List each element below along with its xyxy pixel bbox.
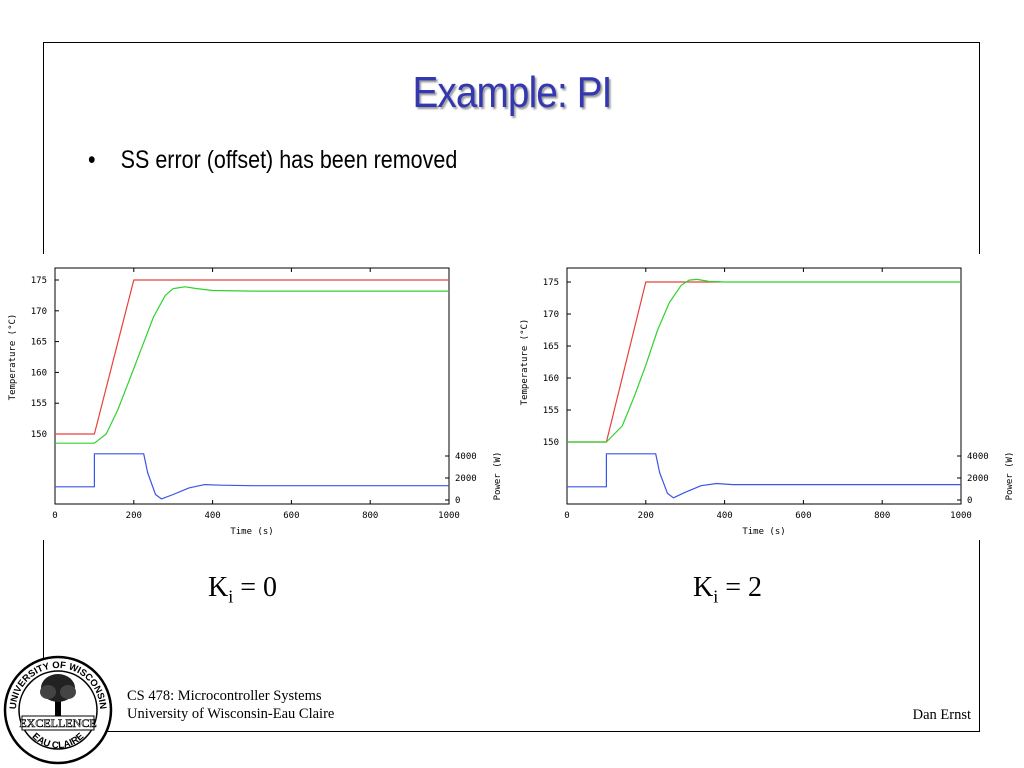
bullet-item: • SS error (offset) has been removed (88, 146, 457, 175)
y2-tick-label: 4000 (455, 452, 477, 462)
bullet-text: SS error (offset) has been removed (120, 146, 458, 174)
y2-tick-label: 0 (967, 496, 972, 506)
x-tick-label: 0 (52, 511, 57, 521)
y-tick-label: 155 (543, 406, 559, 416)
svg-text:EXCELLENCE: EXCELLENCE (19, 716, 96, 730)
label-sub: i (228, 586, 234, 607)
x-tick-label: 600 (283, 511, 299, 521)
y-axis-label: Temperature (°C) (8, 314, 18, 401)
label-sub: i (713, 586, 719, 607)
x-axis-label: Time (s) (230, 527, 273, 537)
x-tick-label: 200 (638, 511, 654, 521)
slide-title: Example: PI (412, 68, 612, 117)
series-line-power (55, 453, 449, 500)
label-ki-0: Ki = 0 (208, 572, 277, 608)
chart-svg: 0 200 400 600 800 1000 150 155 160 165 170 175 0 2000… (520, 267, 1015, 537)
footer-course: CS 478: Microcontroller Systems (127, 688, 322, 704)
footer-course-info: CS 478: Microcontroller Systems Universi… (127, 687, 334, 723)
series-line-temperature (55, 286, 449, 444)
y-tick-label: 175 (31, 276, 47, 286)
label-k: K (693, 572, 714, 603)
chart-ki-2: 0 200 400 600 800 1000 150 155 160 165 170 175 0 2000… (512, 254, 1024, 540)
y2-tick-label: 0 (455, 496, 460, 506)
series-line-setpoint (55, 279, 449, 435)
y-tick-label: 170 (31, 307, 47, 317)
label-value: = 0 (233, 572, 278, 603)
x-tick-label: 400 (716, 511, 732, 521)
x-tick-label: 800 (362, 511, 378, 521)
x-tick-label: 400 (204, 511, 220, 521)
y-tick-label: 175 (543, 278, 559, 288)
footer-divider (118, 731, 980, 732)
x-tick-label: 1000 (438, 511, 460, 521)
y-tick-label: 160 (31, 368, 47, 378)
plot-frame (54, 267, 450, 505)
y-tick-label: 165 (543, 342, 559, 352)
footer-university: University of Wisconsin-Eau Claire (127, 706, 335, 722)
y2-axis-label: Power (W) (1005, 452, 1015, 501)
y2-tick-label: 2000 (967, 474, 989, 484)
label-ki-2: Ki = 2 (693, 572, 762, 608)
x-axis-label: Time (s) (742, 527, 785, 537)
series-line-temperature (567, 278, 961, 443)
y-tick-label: 155 (31, 399, 47, 409)
series-line-power (567, 453, 961, 499)
x-tick-label: 800 (874, 511, 890, 521)
x-tick-label: 200 (126, 511, 142, 521)
y2-tick-label: 4000 (967, 452, 989, 462)
y-tick-label: 165 (31, 338, 47, 348)
y-axis-label: Temperature (°C) (520, 319, 530, 406)
bullet-dot: • (88, 146, 96, 174)
y-tick-label: 150 (543, 438, 559, 448)
series-line-setpoint (567, 281, 721, 443)
y-tick-label: 160 (543, 374, 559, 384)
plot-frame (566, 267, 962, 505)
chart-ki-0: 0 200 400 600 800 1000 150 155 160 165 170 175 0 2000… (0, 254, 512, 540)
x-tick-label: 1000 (950, 511, 972, 521)
footer-author: Dan Ernst (912, 707, 971, 723)
x-tick-label: 0 (564, 511, 569, 521)
chart-svg: 0 200 400 600 800 1000 150 155 160 165 170 175 0 2000… (8, 267, 503, 537)
label-k: K (208, 572, 229, 603)
y-tick-label: 170 (543, 310, 559, 320)
x-tick-label: 600 (795, 511, 811, 521)
label-value: = 2 (718, 572, 763, 603)
y-tick-label: 150 (31, 430, 47, 440)
y2-tick-label: 2000 (455, 474, 477, 484)
university-seal-logo: UNIVERSITY OF WISCONSIN EXCELLENCE EAU C… (3, 655, 113, 765)
y2-axis-label: Power (W) (493, 452, 503, 501)
